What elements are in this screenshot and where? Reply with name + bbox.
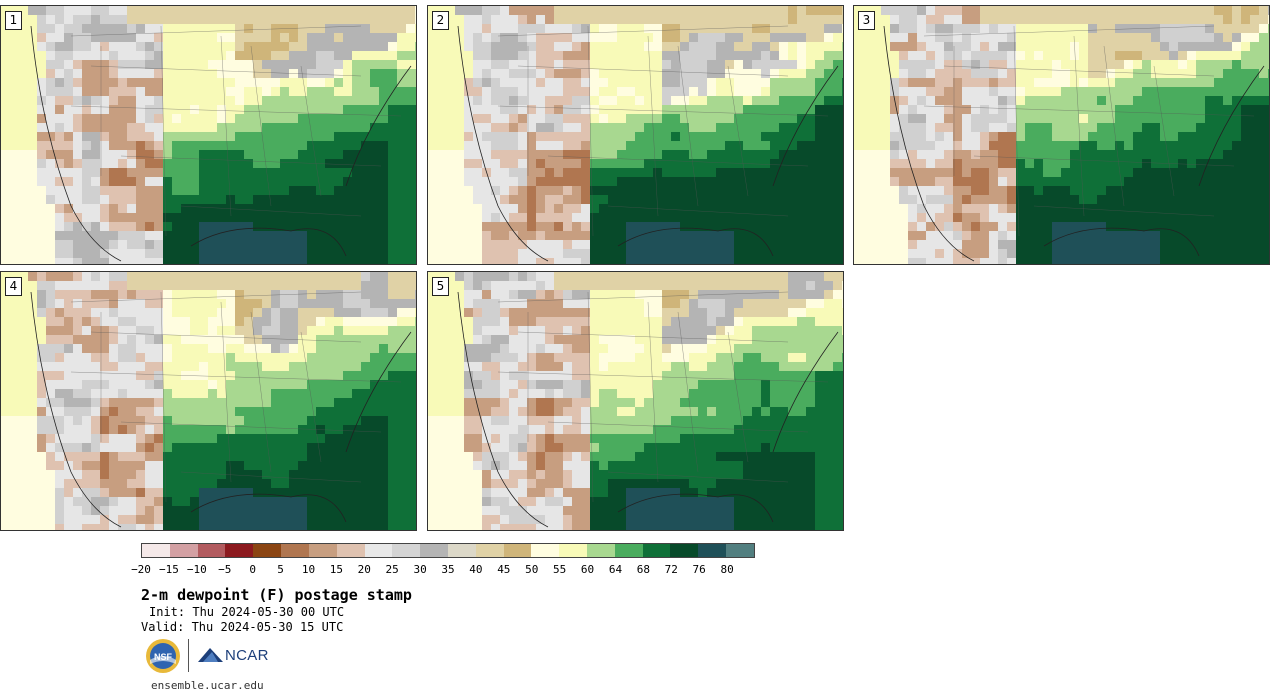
colorbar-tick-label: 80 <box>720 563 734 576</box>
colorbar-swatch <box>559 544 587 557</box>
colorbar-tick-label: 0 <box>249 563 256 576</box>
colorbar-swatch <box>308 544 337 557</box>
colorbar-swatch <box>197 544 226 557</box>
dewpoint-colorbar <box>141 543 755 558</box>
colorbar-swatch <box>253 544 282 557</box>
colorbar-labels: −20 −15 −10 −5 0 5 10 15 20 25 30 35 40 45 50 55 60 64 68 7… <box>131 563 755 577</box>
colorbar-tick-label: 45 <box>497 563 511 576</box>
dewpoint-map <box>1 6 416 264</box>
init-time: Init: Thu 2024-05-30 00 UTC <box>149 605 345 619</box>
colorbar-swatch <box>364 544 393 557</box>
site-url: ensemble.ucar.edu <box>151 679 264 692</box>
colorbar-swatch <box>225 544 254 557</box>
stamp-panel-4: 4 <box>0 271 417 531</box>
colorbar-tick-label: 50 <box>525 563 539 576</box>
colorbar-tick-label: 15 <box>329 563 343 576</box>
colorbar-tick-label: 30 <box>413 563 427 576</box>
colorbar-swatch <box>503 544 532 557</box>
colorbar-swatch <box>531 544 560 557</box>
colorbar-swatch <box>142 544 170 557</box>
stamp-number: 3 <box>858 11 875 30</box>
colorbar-swatch <box>642 544 671 557</box>
ncar-logo <box>198 648 223 662</box>
colorbar-tick-label: 10 <box>301 563 316 576</box>
page-title: 2-m dewpoint (F) postage stamp <box>141 586 412 604</box>
stamp-panel-1: 1 <box>0 5 417 265</box>
valid-time: Valid: Thu 2024-05-30 15 UTC <box>141 620 344 634</box>
colorbar-swatch <box>726 544 754 557</box>
stamp-number: 2 <box>432 11 449 30</box>
colorbar-tick-label: −15 <box>158 563 179 576</box>
colorbar-tick-label: 20 <box>357 563 371 576</box>
colorbar-tick-label: 35 <box>441 563 455 576</box>
colorbar-swatch <box>392 544 421 557</box>
colorbar-tick-label: −20 <box>131 563 151 576</box>
colorbar-tick-label: 76 <box>692 563 706 576</box>
colorbar-swatch <box>336 544 365 557</box>
colorbar-tick-label: 60 <box>580 563 595 576</box>
stamp-panel-2: 2 <box>427 5 844 265</box>
colorbar-tick-label: 64 <box>608 563 623 576</box>
colorbar-tick-label: −10 <box>186 563 207 576</box>
colorbar-tick-label: 25 <box>385 563 399 576</box>
stamp-number: 1 <box>5 11 22 30</box>
dewpoint-map <box>1 272 416 530</box>
colorbar-swatch <box>614 544 643 557</box>
colorbar-swatch <box>587 544 615 557</box>
dewpoint-map <box>854 6 1269 264</box>
stamp-number: 4 <box>5 277 22 296</box>
stamp-number: 5 <box>432 277 449 296</box>
stamp-panel-3: 3 <box>853 5 1270 265</box>
colorbar-swatch <box>475 544 504 557</box>
colorbar-swatch <box>670 544 699 557</box>
dewpoint-map <box>428 272 843 530</box>
colorbar-swatch <box>420 544 448 557</box>
colorbar-swatch <box>447 544 476 557</box>
colorbar-tick-label: −5 <box>218 563 232 576</box>
ncar-wordmark: NCAR <box>225 647 269 664</box>
colorbar-tick-label: 5 <box>277 563 284 576</box>
dewpoint-map <box>428 6 843 264</box>
logo-separator <box>188 639 189 672</box>
colorbar-swatch <box>169 544 198 557</box>
colorbar-swatch <box>698 544 727 557</box>
colorbar-tick-label: 68 <box>636 563 650 576</box>
colorbar-tick-label: 55 <box>553 563 567 576</box>
colorbar-tick-label: 40 <box>469 563 483 576</box>
nsf-logo: NSF <box>146 639 180 673</box>
colorbar-swatch <box>281 544 309 557</box>
stamp-panel-5: 5 <box>427 271 844 531</box>
colorbar-tick-label: 72 <box>664 563 678 576</box>
